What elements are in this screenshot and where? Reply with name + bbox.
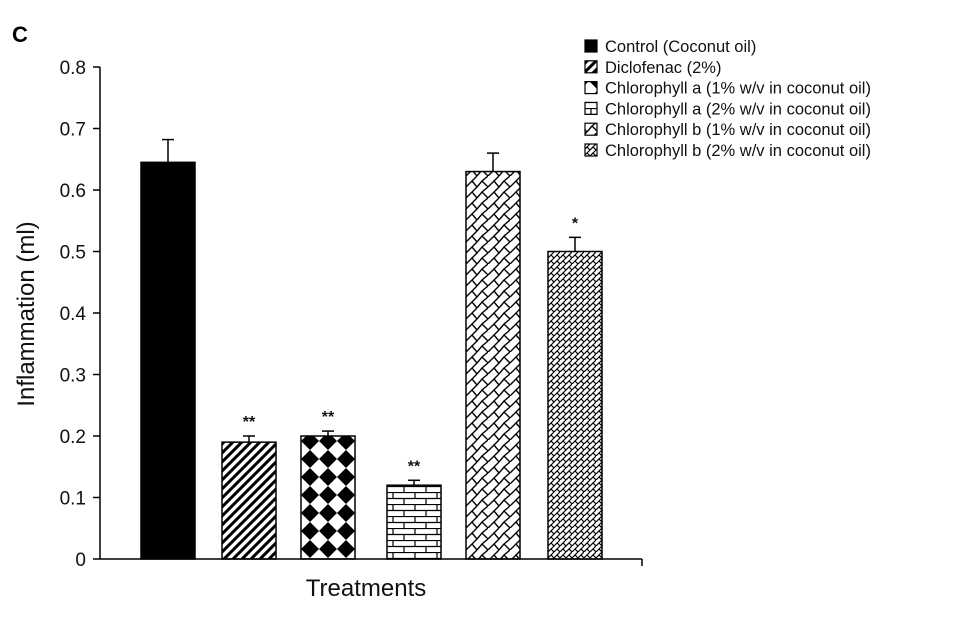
y-tick-label: 0.5 <box>60 243 86 264</box>
significance-label: ** <box>408 458 421 475</box>
legend-swatch <box>584 80 598 95</box>
bars: ** ***** <box>140 138 603 560</box>
y-tick-label: 0.4 <box>60 304 87 325</box>
y-tick-label: 0.6 <box>60 181 86 202</box>
bar <box>221 441 277 560</box>
significance-label: ** <box>322 409 335 426</box>
bar <box>140 161 196 560</box>
x-axis-title: Treatments <box>306 575 426 602</box>
significance-label: * <box>572 215 579 232</box>
legend-swatch <box>584 60 598 74</box>
y-axis-title: Inflammation (ml) <box>13 221 40 406</box>
significance-label: ** <box>243 414 256 431</box>
y-tick-label: 0.3 <box>60 366 86 387</box>
panel-label: C <box>12 22 28 47</box>
bar <box>386 484 442 560</box>
y-tick-label: 0.2 <box>60 427 86 448</box>
y-tick-label: 0.1 <box>60 489 86 510</box>
legend: Control (Coconut oil) Diclofenac (2%) Chlo… <box>584 38 871 160</box>
y-tick-label: 0.8 <box>60 58 86 79</box>
legend-label: Chlorophyll b (1% w/v in coconut oil) <box>605 121 871 139</box>
y-tick-label: 0.7 <box>60 120 86 141</box>
y-tick-label: 0 <box>75 550 86 571</box>
legend-swatch <box>584 122 598 136</box>
bar <box>300 435 356 560</box>
legend-swatch <box>584 143 598 157</box>
legend-swatch <box>584 101 598 116</box>
legend-label: Diclofenac (2%) <box>605 59 721 77</box>
legend-label: Chlorophyll a (1% w/v in coconut oil) <box>605 80 871 98</box>
bar <box>547 250 603 560</box>
bar <box>465 170 521 560</box>
legend-label: Chlorophyll a (2% w/v in coconut oil) <box>605 100 871 118</box>
legend-label: Chlorophyll b (2% w/v in coconut oil) <box>605 142 871 160</box>
legend-swatch <box>584 39 598 53</box>
y-axis-ticks: 0 0.1 0.2 0.3 0.4 0.5 0.6 0.7 0.8 <box>60 58 100 571</box>
legend-label: Control (Coconut oil) <box>605 38 756 56</box>
